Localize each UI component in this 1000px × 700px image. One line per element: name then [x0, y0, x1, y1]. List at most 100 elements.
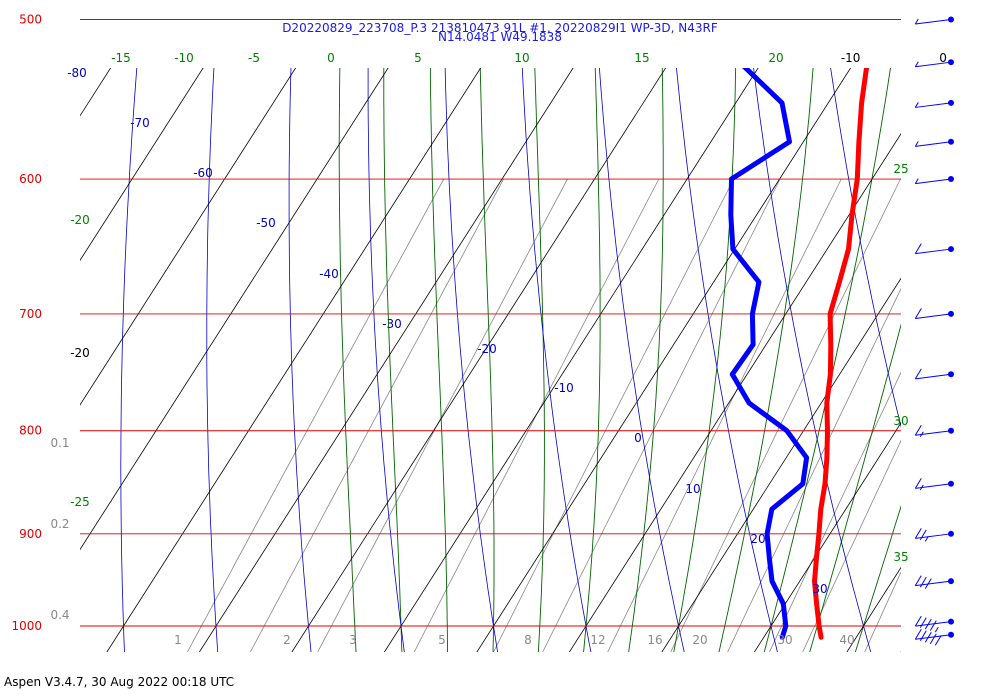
wind-barb-flag — [934, 634, 942, 646]
dry-adiabat-line — [521, 68, 592, 652]
dry-adiabat-line — [367, 68, 405, 652]
wind-barb-staff — [915, 19, 952, 25]
footer-text: Aspen V3.4.7, 30 Aug 2022 00:18 UTC — [4, 675, 235, 689]
mixing-ratio-line — [899, 179, 1000, 677]
moist-adiabat-label: 5 — [414, 51, 422, 65]
wind-barb-half-flag — [934, 626, 939, 633]
moist-adiabats — [338, 68, 901, 652]
dry-adiabat-label: 10 — [685, 482, 700, 496]
moist-adiabat-label: 15 — [634, 51, 649, 65]
dry-adiabat-line — [0, 0, 44, 677]
moist-adiabat-line — [534, 68, 545, 652]
mixing-ratio-line — [864, 571, 901, 652]
wind-barb-staff — [915, 248, 952, 255]
mixing-ratio-label: 12 — [590, 633, 605, 647]
wind-barb — [914, 628, 954, 646]
moist-adiabat-line — [854, 505, 901, 652]
wind-barb-flag — [919, 630, 927, 642]
wind-barb-flag — [919, 617, 927, 628]
wind-barb-half-flag — [919, 431, 924, 438]
isotherm-label: -10 — [841, 51, 861, 65]
mixing-ratio-label: 40 — [839, 633, 854, 647]
moist-adiabat-line — [900, 650, 901, 652]
wind-barb-staff — [915, 102, 952, 108]
wind-barb-flag — [919, 576, 927, 588]
isotherm-label: -20 — [70, 346, 90, 360]
moist-adiabat-label: -15 — [111, 51, 131, 65]
moist-adiabat-label: -10 — [174, 51, 194, 65]
pressure-tick-label: 500 — [19, 12, 42, 26]
mixing-ratio-line — [186, 178, 445, 652]
wind-barb-flag — [914, 308, 922, 319]
pressure-tick-label: 700 — [19, 307, 42, 321]
pressure-tick-label: 900 — [19, 527, 42, 541]
moist-adiabat-label: -20 — [70, 213, 90, 227]
dry-adiabat-label: -30 — [382, 317, 402, 331]
wind-barb — [914, 243, 954, 255]
dry-adiabat-line — [928, 0, 1000, 677]
wind-barb — [914, 16, 954, 25]
wind-barb-staff — [915, 483, 952, 489]
wind-barb-flag — [929, 633, 937, 645]
mixing-ratio-line — [607, 178, 842, 652]
wind-barb — [914, 99, 954, 108]
isotherms — [80, 68, 901, 652]
wind-barb — [914, 138, 954, 147]
wind-barb-half-flag — [914, 102, 919, 108]
sounding-traces — [728, 68, 870, 640]
moist-adiabat-label: 30 — [893, 414, 908, 428]
dry-adiabat-label: 20 — [750, 532, 765, 546]
wind-barb-half-flag — [914, 61, 919, 67]
pressure-tick-label: 800 — [19, 424, 42, 438]
wind-barb-flag — [914, 615, 922, 627]
wind-barb-staff — [915, 430, 952, 436]
dry-adiabats — [0, 0, 1000, 677]
wind-barb-flag — [914, 425, 922, 436]
isotherm-line — [846, 566, 901, 652]
wind-barb — [914, 528, 954, 542]
isotherm-line — [198, 68, 574, 652]
wind-barb-half-flag — [924, 536, 929, 542]
wind-barb-flag — [914, 575, 922, 586]
mixing-ratio-label: 2 — [283, 633, 291, 647]
wind-barb — [914, 425, 954, 438]
mixing-ratio-label: 5 — [438, 633, 446, 647]
mixing-ratio-label: 0.4 — [50, 608, 69, 622]
wind-barb-flag — [924, 578, 932, 589]
mixing-ratio-label: 1 — [174, 633, 182, 647]
wind-barb-flag — [919, 529, 927, 541]
moist-adiabat-label: 10 — [514, 51, 529, 65]
wind-barb-staff — [915, 141, 952, 147]
moist-adiabat-label: 0 — [327, 51, 335, 65]
pressure-tick-label: 600 — [19, 172, 42, 186]
moist-adiabat-label: 20 — [768, 51, 783, 65]
wind-barb-staff — [915, 178, 952, 185]
mixing-ratio-line — [542, 178, 781, 652]
dry-adiabat-label: -50 — [256, 216, 276, 230]
moist-adiabat-line — [673, 68, 737, 652]
dry-adiabat-label: -60 — [193, 166, 213, 180]
mixing-ratio-label: 3 — [349, 633, 357, 647]
mixing-ratio-label: 0.1 — [50, 436, 69, 450]
wind-barb-flag — [914, 243, 922, 254]
moist-adiabat-line — [479, 68, 495, 652]
mixing-ratio-line — [317, 178, 568, 652]
dry-adiabat-line — [206, 68, 219, 652]
isotherm-line — [476, 68, 852, 652]
mixing-ratio-line — [670, 178, 901, 652]
mixing-ratio-label: 30 — [777, 633, 792, 647]
wind-barb-half-flag — [914, 178, 919, 184]
mixing-ratio-lines — [186, 178, 1000, 677]
wind-barb-flag — [914, 628, 922, 640]
dry-adiabat-label: -10 — [554, 381, 574, 395]
dry-adiabat-line — [753, 68, 872, 652]
moist-adiabat-label: -5 — [248, 51, 260, 65]
wind-barb-half-flag — [919, 484, 924, 491]
isotherm-line — [106, 68, 482, 652]
temperature-trace — [812, 68, 870, 640]
wind-barb-staff — [915, 580, 952, 587]
wind-barb-flag — [914, 528, 922, 539]
dry-adiabat-label: -20 — [477, 342, 497, 356]
moist-adiabat-line — [429, 68, 449, 652]
wind-barb-staff — [915, 373, 952, 380]
